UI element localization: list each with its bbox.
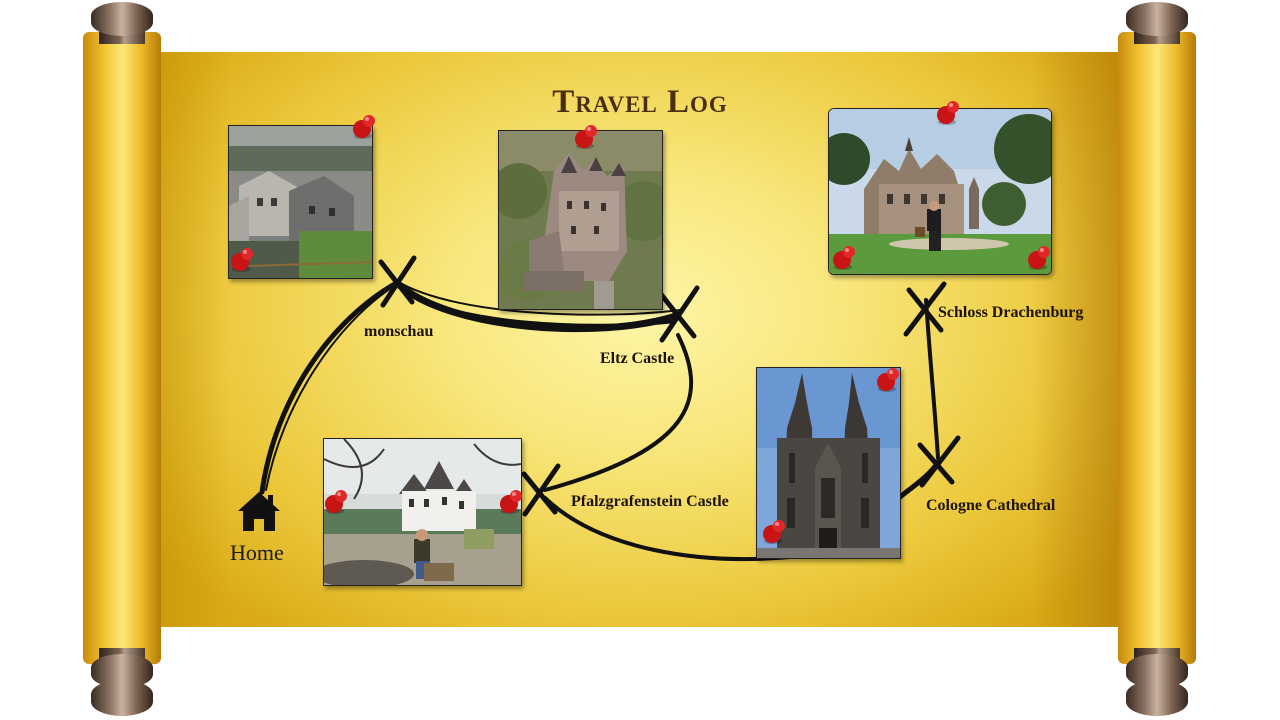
right-scroll-roller <box>1118 32 1196 664</box>
photo-schloss-drachenburg <box>828 108 1052 275</box>
route-drachenburg-cologne <box>924 298 940 460</box>
location-label-drachenburg: Schloss Drachenburg <box>938 304 1084 321</box>
x-marker-monschau <box>378 255 417 308</box>
pushpin-icon <box>937 101 959 125</box>
pushpin-icon <box>575 125 597 149</box>
photo-pfalzgrafenstein-castle <box>323 438 522 586</box>
pushpin-icon <box>325 490 347 514</box>
left-roller-bottom-knob <box>91 680 153 716</box>
left-roller-top-cap <box>91 2 153 36</box>
x-marker-cologne <box>917 435 961 488</box>
right-roller-bottom-knob <box>1126 680 1188 716</box>
pushpin-icon <box>231 248 253 272</box>
left-scroll-roller <box>83 32 161 664</box>
location-label-cologne: Cologne Cathedral <box>926 497 1056 514</box>
route-pfalzgrafenstein-cologne <box>543 496 792 562</box>
pushpin-icon <box>877 368 899 392</box>
x-marker-drachenburg <box>903 281 947 337</box>
photo-cologne-cathedral <box>756 367 901 559</box>
pushpin-icon <box>763 520 785 544</box>
location-label-pfalzgrafenstein: Pfalzgrafenstein Castle <box>571 493 729 510</box>
home-label: Home <box>230 540 284 565</box>
pushpin-icon <box>353 115 375 139</box>
pushpin-icon <box>1028 246 1050 270</box>
location-label-monschau: monschau <box>364 323 434 340</box>
pushpin-icon <box>833 246 855 270</box>
route-cologne-drachenburg <box>897 459 941 500</box>
house-icon <box>238 492 280 531</box>
x-marker-pfalzgrafenstein <box>521 463 561 517</box>
page-title: Travel Log <box>552 84 728 120</box>
route-home-monschau <box>259 279 401 495</box>
pushpin-icon <box>500 490 522 514</box>
x-marker-eltz <box>657 285 700 343</box>
right-roller-top-cap <box>1126 2 1188 36</box>
photo-eltz-castle <box>498 130 663 310</box>
location-label-eltz: Eltz Castle <box>600 350 675 367</box>
route-eltz-pfalzgrafenstein <box>543 333 694 492</box>
